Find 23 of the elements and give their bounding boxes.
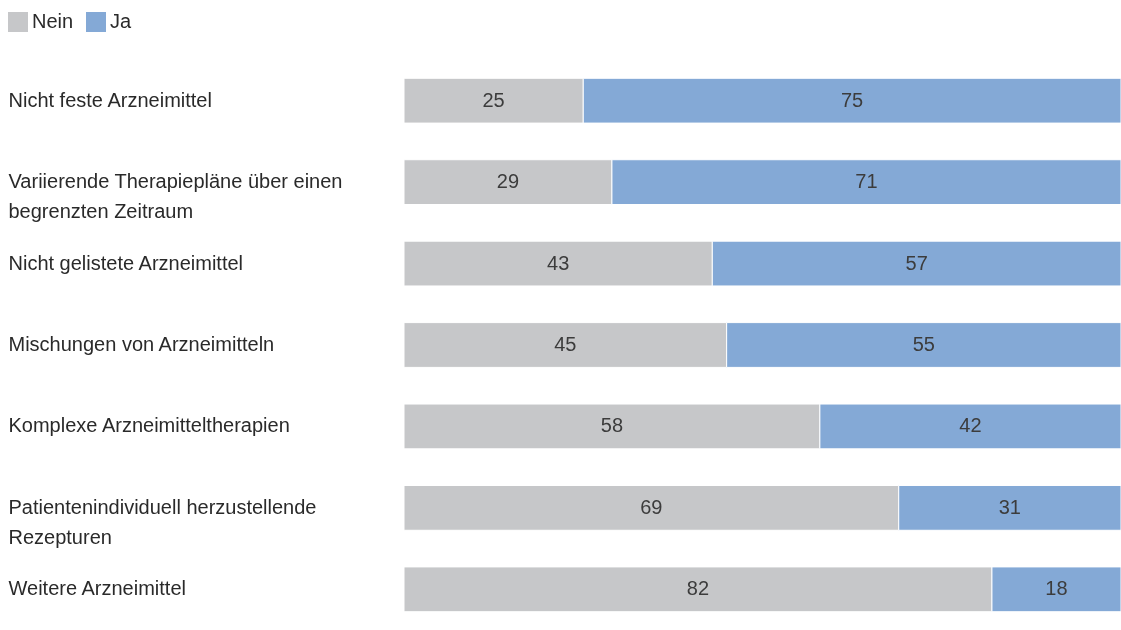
- y-tick-label: Weitere Arzneimittel: [8, 577, 186, 600]
- y-tick-label: Mischungen von Arzneimitteln: [8, 333, 275, 355]
- y-tick-label: Nicht feste Arzneimittel: [8, 88, 212, 111]
- data-label: 58: [600, 414, 624, 437]
- legend-label: Ja: [110, 10, 132, 32]
- data-label: 18: [1045, 577, 1068, 600]
- data-label: 42: [959, 414, 982, 437]
- data-label: 45: [554, 333, 577, 355]
- y-tick-label: Variierende Therapiepläne über einen begrenzten Zeitraum: [8, 170, 343, 223]
- y-tick-label: Komplexe Arzneimitteltherapien: [8, 414, 290, 437]
- data-label: 71: [855, 170, 878, 193]
- y-tick-label: Nicht gelistete Arzneimittel: [8, 251, 244, 274]
- data-label: 75: [841, 88, 864, 111]
- legend-label: Nein: [32, 10, 74, 32]
- data-label: 57: [905, 251, 928, 274]
- data-label: 31: [998, 495, 1021, 518]
- data-label: 69: [640, 495, 663, 518]
- data-label: 55: [912, 333, 935, 355]
- data-label: 25: [482, 88, 505, 111]
- data-label: 29: [496, 170, 520, 193]
- data-label: 43: [547, 251, 570, 274]
- y-tick-label: Patientenindividuell herzustellende Rezepturen: [8, 495, 317, 548]
- data-label: 82: [686, 577, 710, 600]
